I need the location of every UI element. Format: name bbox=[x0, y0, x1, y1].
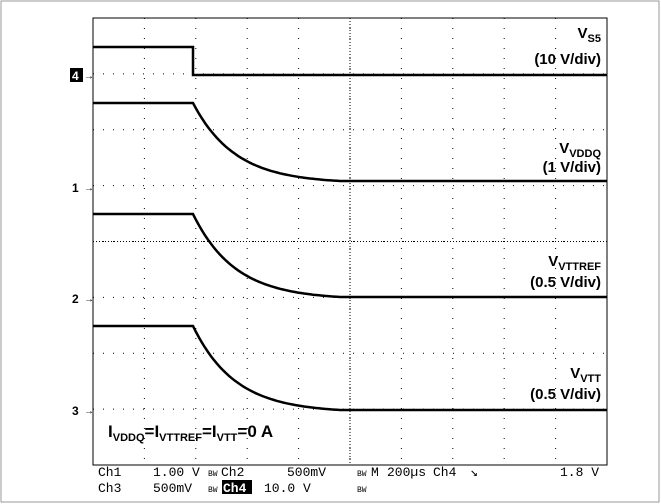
annotation-part: VTTREF bbox=[159, 432, 202, 444]
trace-name-v: V bbox=[559, 140, 569, 157]
marker-arrow: → bbox=[84, 71, 94, 82]
status-text: ↘ bbox=[470, 465, 478, 480]
trace-name-v: V bbox=[578, 25, 588, 42]
trace-name-sub: VDDQ bbox=[569, 148, 601, 160]
marker-arrow: → bbox=[84, 406, 94, 417]
status-text: Ch3 bbox=[98, 481, 121, 496]
grid bbox=[93, 18, 607, 465]
status-text: Ch4 bbox=[223, 481, 247, 496]
annotation-part: I bbox=[108, 422, 113, 441]
status-text: Ch4 bbox=[433, 465, 457, 480]
trace bbox=[93, 101, 607, 183]
channel-marker: 1 bbox=[72, 181, 79, 195]
marker-bg bbox=[70, 68, 83, 82]
annotation-part: VTT bbox=[217, 432, 238, 444]
status-text: 1.00 V bbox=[153, 465, 200, 480]
trace bbox=[93, 212, 607, 299]
status-text: M bbox=[371, 465, 379, 480]
status-text: BW bbox=[357, 486, 367, 495]
waveforms bbox=[93, 45, 607, 412]
status-text: 200µs bbox=[387, 465, 426, 480]
trace-scale: (0.5 V/div) bbox=[530, 274, 601, 291]
status-text: Ch2 bbox=[221, 465, 244, 480]
status-text: 500mV bbox=[287, 465, 326, 480]
trace-name-sub: S5 bbox=[588, 33, 601, 45]
status-text: BW bbox=[357, 470, 367, 479]
trace-name-sub: VTTREF bbox=[558, 261, 601, 273]
status-highlight bbox=[222, 480, 252, 494]
annotation-part: VDDQ bbox=[113, 432, 145, 444]
trace-name: VVDDQ bbox=[559, 140, 601, 160]
trace-scale: (1 V/div) bbox=[543, 159, 601, 176]
trace-name-sub: VTT bbox=[580, 373, 601, 385]
status-text: 1.8 V bbox=[560, 465, 599, 480]
labels: 4 →1 →2 →3 →VS5(10 V/div)VVDDQ(1 V/div)VVTTR… bbox=[70, 25, 601, 496]
channel-marker: 2 bbox=[72, 292, 79, 306]
status-text: 500mV bbox=[153, 481, 192, 496]
trace-name: VVTTREF bbox=[548, 253, 601, 273]
annotation: IVDDQ=IVTTREF=IVTT=0 A bbox=[108, 422, 273, 444]
trace-name-v: V bbox=[570, 365, 580, 382]
marker-arrow: → bbox=[84, 294, 94, 305]
trace-name: VS5 bbox=[578, 25, 601, 45]
status-text: BW bbox=[208, 486, 218, 495]
trace bbox=[93, 324, 607, 412]
annotation-part: =I bbox=[145, 422, 160, 441]
annotation-part: =0 A bbox=[237, 422, 273, 441]
status-text: BW bbox=[208, 470, 218, 479]
status-text: 10.0 V bbox=[264, 481, 311, 496]
trace-name: VVTT bbox=[570, 365, 601, 385]
channel-marker: 4 bbox=[72, 69, 79, 83]
annotation-part: =I bbox=[202, 422, 217, 441]
trace bbox=[93, 45, 607, 77]
trace-name-v: V bbox=[548, 253, 558, 270]
trace-scale: (10 V/div) bbox=[534, 51, 601, 68]
trace-scale: (0.5 V/div) bbox=[530, 386, 601, 403]
channel-marker: 3 bbox=[72, 404, 79, 418]
marker-arrow: → bbox=[84, 183, 94, 194]
status-text: Ch1 bbox=[98, 465, 122, 480]
